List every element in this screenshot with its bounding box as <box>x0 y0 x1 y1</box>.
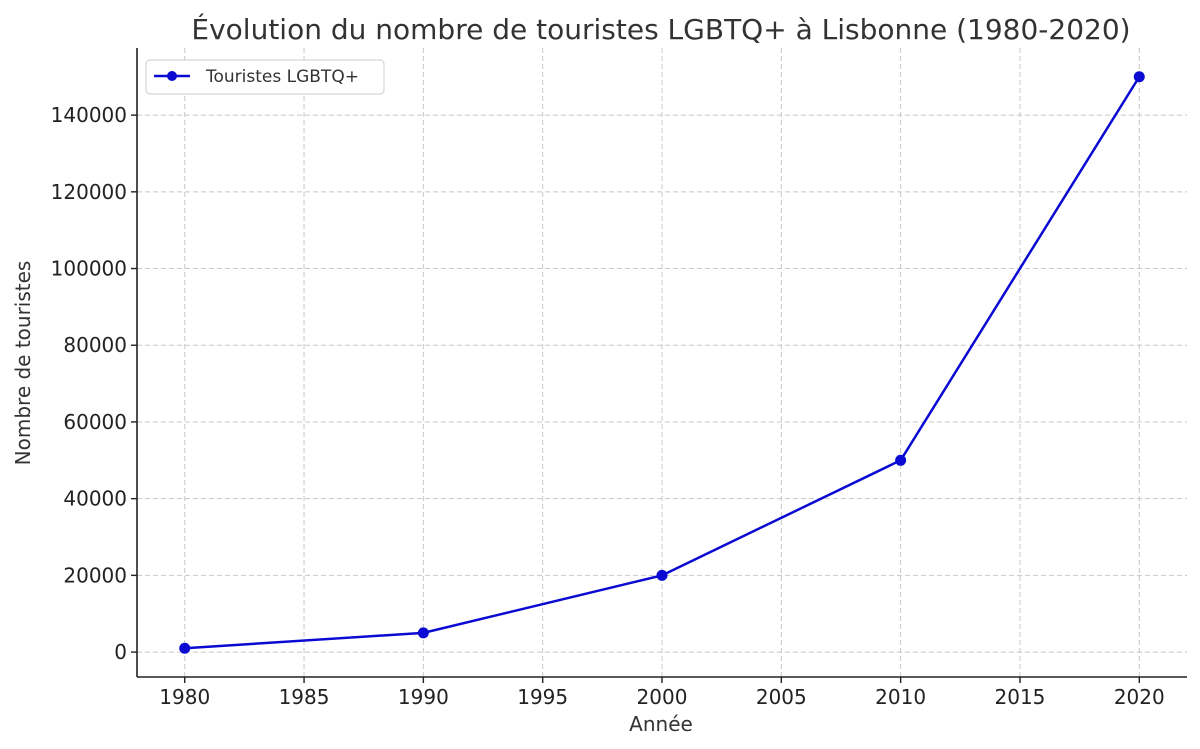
x-tick-label: 2020 <box>1114 685 1165 709</box>
data-point <box>1133 71 1145 83</box>
x-tick-label: 2005 <box>756 685 807 709</box>
y-tick-label: 120000 <box>51 180 127 204</box>
chart-title: Évolution du nombre de touristes LGBTQ+ … <box>191 12 1130 46</box>
x-tick-label: 1995 <box>517 685 568 709</box>
legend-label: Touristes LGBTQ+ <box>205 67 359 87</box>
x-tick-label: 1980 <box>159 685 210 709</box>
y-tick-label: 100000 <box>51 257 127 281</box>
data-point <box>895 454 907 466</box>
y-tick-label: 80000 <box>63 333 127 357</box>
series-layer <box>179 71 1145 654</box>
grid <box>137 48 1187 677</box>
x-tick-label: 1985 <box>279 685 330 709</box>
x-tick-label: 2015 <box>995 685 1046 709</box>
legend-box <box>145 59 385 95</box>
y-axis-label: Nombre de touristes <box>11 261 35 466</box>
y-tick-label: 0 <box>114 640 127 664</box>
legend-marker-swatch <box>167 71 177 81</box>
x-tick-label: 2010 <box>875 685 926 709</box>
data-point <box>179 642 191 654</box>
data-point <box>417 627 429 639</box>
tick-labels: 1980 1985 1990 1995 2000 2005 2010 2015 2020 0 200… <box>51 103 1165 709</box>
x-tick-label: 1990 <box>398 685 449 709</box>
legend: Touristes LGBTQ+ <box>145 59 385 95</box>
y-tick-label: 140000 <box>51 103 127 127</box>
y-tick-label: 20000 <box>63 563 127 587</box>
data-point <box>656 569 668 581</box>
x-axis-label: Année <box>629 712 693 736</box>
y-tick-label: 60000 <box>63 410 127 434</box>
x-tick-label: 2000 <box>637 685 688 709</box>
y-tick-label: 40000 <box>63 487 127 511</box>
